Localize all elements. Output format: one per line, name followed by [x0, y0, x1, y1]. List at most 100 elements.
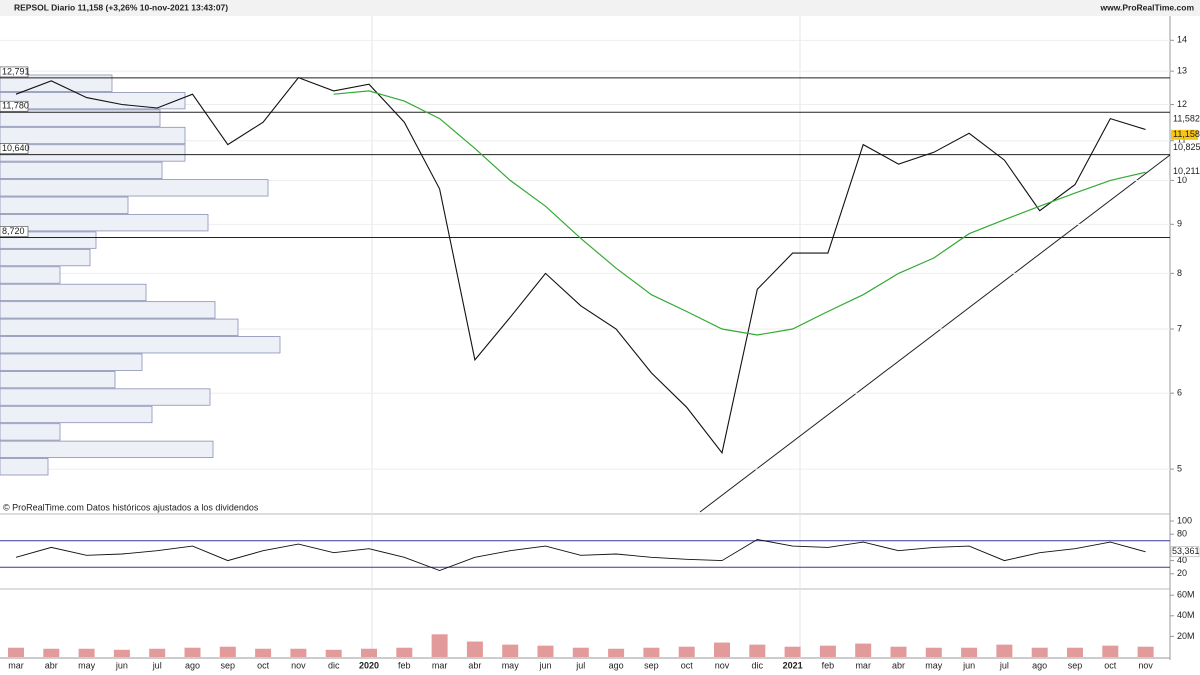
x-tick-label: ago: [1032, 660, 1047, 670]
y-tick-label: 80: [1177, 529, 1187, 539]
volume-profile-bar: [0, 144, 186, 162]
y-tick-label: 11: [1177, 135, 1186, 145]
y-tick-label: 8: [1177, 268, 1182, 278]
volume-bar: [1137, 646, 1154, 657]
level-label: 10,640: [2, 143, 30, 153]
volume-bar: [361, 648, 377, 657]
price-label: 11,582: [1173, 114, 1200, 124]
volume-bar: [219, 646, 236, 657]
x-tick-label: may: [925, 660, 943, 670]
x-tick-label: abr: [468, 660, 481, 670]
volume-bar: [184, 647, 201, 657]
volume-profile-bar: [0, 301, 216, 319]
volume-bar: [961, 647, 978, 657]
volume-bar: [819, 645, 836, 657]
price-label: 10,825: [1173, 142, 1200, 152]
volume-profile-bar: [0, 353, 143, 371]
volume-bar: [855, 643, 872, 657]
y-tick-label: 10: [1177, 175, 1187, 185]
price-label-box: [1171, 166, 1198, 177]
x-tick-label: mar: [855, 660, 871, 670]
x-tick-label: ago: [609, 660, 624, 670]
volume-profile-bar: [0, 423, 61, 441]
volume-bar: [396, 647, 413, 657]
volume-bar: [537, 645, 554, 657]
volume-profile-bar: [0, 405, 153, 424]
volume-profile-bar: [0, 161, 163, 180]
volume-bar: [113, 649, 130, 657]
volume-bar: [502, 644, 519, 657]
x-tick-label: oct: [1104, 660, 1117, 670]
volume-bar: [466, 641, 483, 657]
volume-bar: [149, 648, 166, 657]
x-tick-label: 2021: [783, 660, 803, 670]
level-label-box: [0, 226, 29, 237]
price-label-box: [1171, 142, 1198, 153]
x-tick-label: may: [502, 660, 520, 670]
volume-profile-bar: [0, 458, 49, 476]
chart-title: REPSOL Diario 11,158 (+3,26% 10-nov-2021…: [14, 2, 228, 12]
volume-bar: [608, 648, 625, 657]
volume-bar: [749, 644, 766, 657]
volume-profile-bar: [0, 214, 209, 232]
x-tick-label: jul: [152, 660, 162, 670]
volume-profile-bar: [0, 440, 214, 458]
x-tick-label: may: [78, 660, 96, 670]
volume-bar: [678, 646, 695, 657]
x-tick-label: ago: [185, 660, 200, 670]
volume-bar: [255, 648, 272, 657]
volume-bar: [325, 649, 342, 657]
x-tick-label: feb: [822, 660, 835, 670]
y-tick-label: 14: [1177, 35, 1187, 45]
x-tick-label: abr: [892, 660, 905, 670]
y-tick-label: 20: [1177, 568, 1187, 578]
volume-bar: [1031, 647, 1048, 657]
y-tick-label: 20M: [1177, 631, 1195, 641]
rsi-label-box: [1170, 546, 1200, 558]
volume-bar: [8, 647, 24, 657]
volume-profile-bar: [0, 92, 186, 110]
level-label: 11,780: [2, 101, 29, 111]
volume-bar: [1102, 645, 1119, 657]
price-line: [15, 76, 1146, 455]
volume-bar: [290, 648, 307, 657]
level-label: 8,720: [2, 226, 25, 236]
volume-bar: [925, 647, 942, 657]
header-bar: [0, 0, 1200, 16]
x-tick-label: 2020: [359, 660, 379, 670]
rsi-label: 53,361: [1172, 546, 1200, 556]
x-tick-label: jun: [962, 660, 975, 670]
volume-profile-bar: [0, 126, 186, 145]
volume-profile-bar: [0, 318, 239, 336]
trend-line: [699, 154, 1171, 513]
volume-profile-bar: [0, 283, 147, 302]
volume-profile-bar: [0, 370, 116, 389]
y-tick-label: 6: [1177, 388, 1182, 398]
volume-bar: [890, 646, 907, 657]
y-tick-label: 12: [1177, 99, 1187, 109]
volume-bar: [784, 646, 801, 657]
price-label-box: [1171, 114, 1198, 125]
volume-profile-bar: [0, 179, 269, 197]
level-label: 12,791: [2, 66, 30, 76]
volume-profile-bar: [0, 266, 61, 284]
y-tick-label: 13: [1177, 66, 1187, 76]
price-line: [333, 90, 1146, 336]
y-tick-label: 9: [1177, 219, 1182, 229]
volume-bar: [78, 648, 95, 657]
volume-bar: [431, 634, 448, 657]
y-tick-label: 40M: [1177, 610, 1195, 620]
x-tick-label: nov: [291, 660, 306, 670]
x-tick-label: mar: [8, 660, 24, 670]
volume-bar: [572, 647, 589, 657]
volume-profile-bar: [0, 109, 161, 127]
x-tick-label: feb: [398, 660, 411, 670]
note: © ProRealTime.com Datos históricos ajust…: [3, 502, 259, 512]
y-tick-label: 60M: [1177, 590, 1195, 600]
x-tick-label: sep: [1068, 660, 1083, 670]
volume-bar: [1067, 647, 1083, 657]
volume-bar: [714, 642, 730, 657]
x-tick-label: jul: [999, 660, 1009, 670]
x-tick-label: oct: [257, 660, 270, 670]
